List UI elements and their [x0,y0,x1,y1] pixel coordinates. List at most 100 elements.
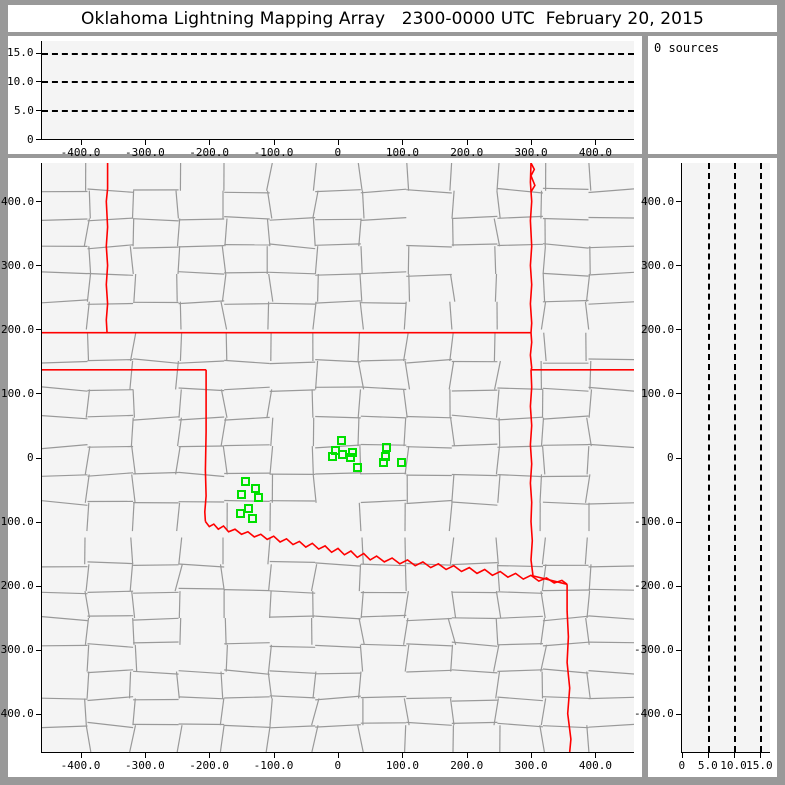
county-border [42,360,88,364]
county-border [495,591,502,619]
county-border [451,721,498,724]
county-border [174,564,183,592]
x-tick [273,753,275,758]
county-border [540,644,548,672]
station-marker[interactable] [352,462,362,472]
y-tick [36,110,41,112]
county-border [494,273,498,302]
x-tick-label: -300.0 [124,146,165,159]
county-border [224,218,228,247]
county-border [179,332,183,362]
station-marker[interactable] [241,477,251,487]
station-marker[interactable] [382,442,392,452]
county-border [588,163,592,191]
county-border [224,216,270,220]
county-border [312,301,317,330]
station-marker[interactable] [247,513,257,523]
county-border [175,360,179,390]
county-border [269,302,316,305]
county-border [133,617,179,621]
county-border [175,190,179,219]
plan-view-map-plot-area[interactable] [42,163,634,752]
station-marker[interactable] [327,452,337,462]
county-border [269,560,316,563]
county-border [269,695,316,699]
county-border [42,444,88,450]
y-axis-line [681,163,682,752]
county-border [403,389,408,418]
county-border [42,591,88,595]
county-border [451,591,457,619]
county-border [176,273,178,302]
county-border [498,417,501,447]
county-border [224,642,270,645]
source-count-panel: 0 sources [648,36,777,154]
county-border [585,617,590,645]
station-marker[interactable] [253,493,263,503]
station-marker[interactable] [345,453,355,462]
county-border [360,302,407,304]
county-border [221,246,227,275]
county-border [310,564,318,592]
county-border [42,725,88,729]
county-border [178,696,225,700]
station-marker[interactable] [236,490,246,500]
county-border [267,301,270,330]
time-height-plot-area[interactable] [42,41,634,139]
county-border [449,273,456,302]
county-border [539,725,545,752]
county-border [404,564,407,592]
county-border [451,389,498,392]
county-border [312,474,317,503]
county-border [589,360,592,390]
county-border [85,725,92,752]
x-tick [733,753,735,758]
height-count-plot-area[interactable] [682,163,770,752]
station-marker[interactable] [251,483,261,493]
x-tick-label: 300.0 [514,759,548,772]
county-border [224,271,270,274]
station-marker[interactable] [396,458,406,468]
county-border [588,245,634,249]
county-border [42,386,88,392]
county-border [496,163,500,191]
county-border [267,671,273,699]
county-border [85,564,90,592]
county-border [451,669,498,674]
county-border [357,332,361,362]
county-border [312,671,317,699]
county-border [131,591,136,619]
county-border [315,359,361,363]
county-border [87,669,134,674]
county-border [266,218,271,247]
y-tick [36,139,41,140]
station-marker[interactable] [244,503,254,513]
county-border [178,389,182,418]
county-border [178,360,225,364]
county-border [448,360,455,390]
county-border [588,389,593,418]
station-marker[interactable] [235,508,245,518]
station-marker[interactable] [378,458,388,468]
county-border [360,499,407,504]
y-tick-label: -400.0 [634,707,674,721]
county-border [586,446,590,475]
county-border [357,360,365,390]
county-border [42,616,88,622]
county-border [224,589,270,592]
state-border [204,521,568,585]
county-border [87,414,134,418]
station-marker[interactable] [337,435,347,445]
x-tick-label: -400.0 [60,759,101,772]
county-border [542,444,589,446]
county-border [360,591,364,619]
county-border [542,243,589,249]
y-tick [36,81,41,83]
county-border [311,389,314,418]
county-border [449,163,453,191]
county-border [87,188,134,193]
county-border [129,564,134,592]
county-border [358,564,362,592]
county-border [315,724,361,728]
county-border [178,245,225,248]
